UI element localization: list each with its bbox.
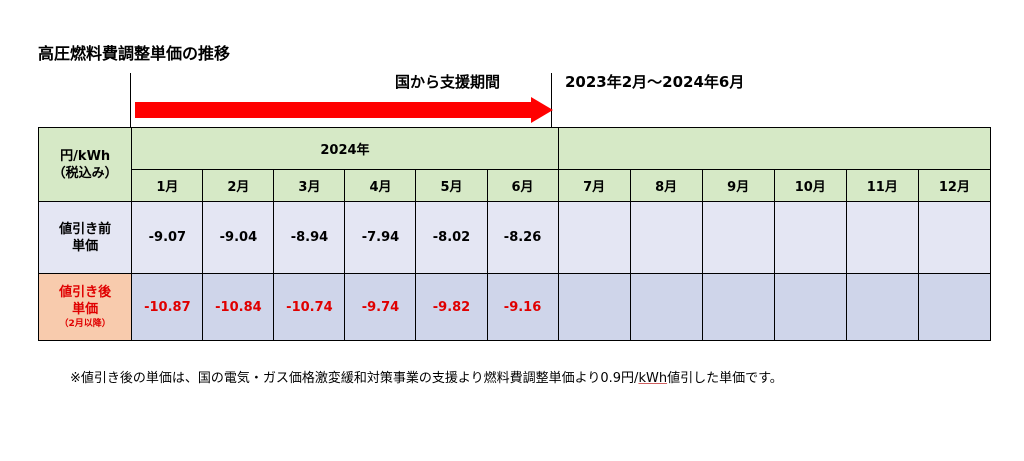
support-period-label: 国から支援期間 bbox=[395, 73, 501, 91]
after-discount-row: 値引き後 単価 （2月以降） -10.87 -10.84 -10.74 -9.74 -9… bbox=[37, 273, 992, 341]
before-value-cell: -7.94 bbox=[344, 201, 417, 274]
before-value-cell bbox=[773, 201, 847, 274]
before-value-cell: -9.04 bbox=[202, 201, 275, 274]
after-value-cell: -10.84 bbox=[202, 273, 275, 341]
months-row: 1月 2月 3月 4月 5月 6月 7月 8月 9月 10月 11月 12月 bbox=[39, 169, 992, 202]
arrow-head-icon bbox=[531, 97, 553, 123]
before-value-cell bbox=[629, 201, 703, 274]
month-header: 9月 bbox=[701, 169, 775, 202]
month-header: 1月 bbox=[131, 169, 204, 202]
after-value-cell: -9.16 bbox=[486, 273, 559, 341]
month-header: 5月 bbox=[415, 169, 488, 202]
tax-included-label: （税込み） bbox=[52, 165, 118, 181]
footnote-text-after: 値引した単価です。 bbox=[667, 371, 783, 386]
month-header: 12月 bbox=[917, 169, 992, 202]
before-value-cell bbox=[557, 201, 631, 274]
after-value-cell bbox=[557, 273, 631, 341]
fuel-adjustment-table: 円/kWh （税込み） 2024年 1月 2月 3月 4月 5月 6月 7月 8月 9月 10月 1… bbox=[37, 127, 992, 341]
month-header: 6月 bbox=[486, 169, 559, 202]
year-header: 2024年 bbox=[131, 127, 559, 170]
unit-header: 円/kWh （税込み） bbox=[37, 127, 133, 202]
month-header: 10月 bbox=[773, 169, 847, 202]
support-period-range: 2023年2月～2024年6月 bbox=[565, 73, 745, 91]
period-end-line bbox=[551, 73, 552, 166]
after-value-cell: -10.74 bbox=[273, 273, 346, 341]
after-discount-label: 値引き後 単価 （2月以降） bbox=[37, 273, 133, 341]
footnote-text-before: ※値引き後の単価は、国の電気・ガス価格激変緩和対策事業の支援より燃料費調整単価よ… bbox=[70, 371, 639, 386]
after-value-cell bbox=[845, 273, 919, 341]
after-label-sub: （2月以降） bbox=[59, 319, 111, 329]
month-header: 8月 bbox=[629, 169, 703, 202]
after-value-cell: -10.87 bbox=[131, 273, 204, 341]
before-value-cell bbox=[917, 201, 992, 274]
before-value-cell bbox=[701, 201, 775, 274]
after-value-cell: -9.82 bbox=[415, 273, 488, 341]
before-value-cell bbox=[845, 201, 919, 274]
month-header: 11月 bbox=[845, 169, 919, 202]
before-label-line2: 単価 bbox=[72, 238, 99, 254]
before-value-cell: -9.07 bbox=[131, 201, 204, 274]
after-value-cell bbox=[917, 273, 992, 341]
month-header: 3月 bbox=[273, 169, 346, 202]
footnote: ※値引き後の単価は、国の電気・ガス価格激変緩和対策事業の支援より燃料費調整単価よ… bbox=[70, 367, 783, 386]
period-start-line bbox=[130, 73, 131, 127]
after-value-cell bbox=[701, 273, 775, 341]
before-value-cell: -8.94 bbox=[273, 201, 346, 274]
month-header: 2月 bbox=[202, 169, 275, 202]
after-value-cell bbox=[629, 273, 703, 341]
month-header: 4月 bbox=[344, 169, 417, 202]
after-label-line1: 値引き後 bbox=[59, 285, 112, 300]
before-discount-label: 値引き前 単価 bbox=[37, 201, 133, 274]
before-value-cell: -8.02 bbox=[415, 201, 488, 274]
before-label-line1: 値引き前 bbox=[59, 221, 112, 237]
page-title: 高圧燃料費調整単価の推移 bbox=[38, 44, 231, 63]
year-header-blank bbox=[557, 127, 992, 170]
after-value-cell bbox=[773, 273, 847, 341]
after-label-line2: 単価 bbox=[72, 302, 99, 317]
unit-label: 円/kWh bbox=[60, 148, 111, 164]
arrow-shaft bbox=[135, 102, 533, 118]
before-value-cell: -8.26 bbox=[486, 201, 559, 274]
before-discount-row: 値引き前 単価 -9.07 -9.04 -8.94 -7.94 -8.02 -8.26 bbox=[37, 201, 992, 274]
after-value-cell: -9.74 bbox=[344, 273, 417, 341]
month-header: 7月 bbox=[557, 169, 631, 202]
support-period-arrow bbox=[135, 97, 553, 123]
footnote-unit: kWh bbox=[638, 371, 668, 386]
